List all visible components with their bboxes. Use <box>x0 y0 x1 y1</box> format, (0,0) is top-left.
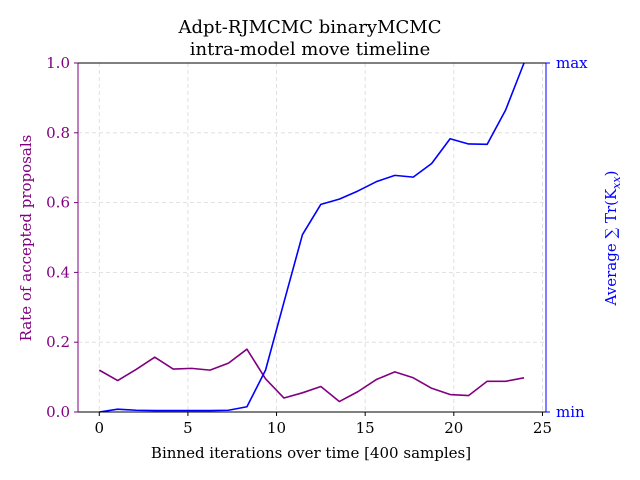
left-y-tick-label: 0.2 <box>46 333 70 351</box>
right-y-tick-label: max <box>556 54 588 72</box>
chart-subtitle: intra-model move timeline <box>190 39 430 60</box>
plot-frame <box>77 62 547 413</box>
x-tick-label: 15 <box>356 419 375 437</box>
grid <box>78 62 546 413</box>
series-lines <box>98 62 525 413</box>
right-y-axis-label-main: Average ∑ Tr(K <box>602 188 620 306</box>
axes: 0 5 10 15 20 25 0.0 0.2 0.4 0.6 0.8 1.0 min max <box>46 54 588 437</box>
chart-title: Adpt-RJMCMC binaryMCMC <box>177 17 441 38</box>
x-tick-label: 25 <box>533 419 552 437</box>
left-y-axis-label: Rate of accepted proposals <box>17 135 35 342</box>
left-y-tick-label: 0.8 <box>46 124 70 142</box>
right-y-axis-label-close: ) <box>602 171 620 177</box>
average-trace-line <box>99 62 525 413</box>
right-y-axis-label: Average ∑ Tr(Kxx) <box>602 171 623 307</box>
left-y-tick-label: 1.0 <box>46 54 70 72</box>
x-axis-label: Binned iterations over time [400 samples… <box>151 444 471 462</box>
left-y-tick-label: 0.6 <box>46 194 70 212</box>
x-tick-label: 0 <box>94 419 104 437</box>
x-tick-label: 20 <box>444 419 463 437</box>
x-tick-label: 5 <box>183 419 193 437</box>
left-y-tick-label: 0.4 <box>46 263 70 281</box>
acceptance-rate-line <box>98 348 525 403</box>
left-y-tick-label: 0.0 <box>46 403 70 421</box>
right-y-tick-label: min <box>556 403 585 421</box>
right-y-axis-label-subscript: xx <box>610 176 623 189</box>
x-tick-label: 10 <box>267 419 286 437</box>
